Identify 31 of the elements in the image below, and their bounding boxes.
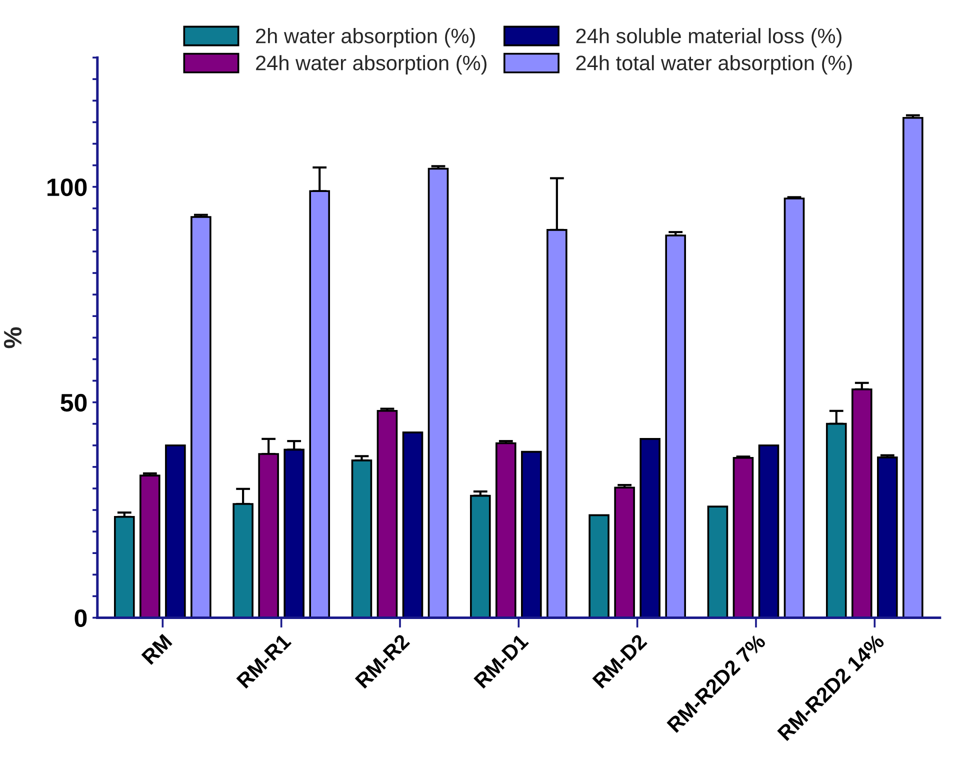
y-axis-title: %	[4, 327, 22, 348]
y-tick-label: 100	[48, 178, 87, 196]
bar	[165, 444, 186, 618]
legend-label: 24h total water absorption (%)	[576, 55, 852, 75]
bar	[140, 474, 160, 618]
bar	[351, 460, 372, 618]
legend-label: 2h water absorption (%)	[256, 28, 475, 48]
bar	[851, 388, 872, 618]
bar	[190, 216, 212, 618]
bar	[784, 198, 805, 618]
bar	[114, 516, 135, 618]
bar	[732, 456, 754, 618]
bar	[588, 514, 610, 618]
y-tick-label: 0	[74, 609, 87, 628]
bar	[877, 456, 898, 618]
bar	[614, 486, 635, 618]
legend-label: 24h water absorption (%)	[256, 55, 486, 75]
bar	[902, 116, 924, 618]
bar	[376, 410, 398, 618]
bar	[470, 494, 491, 618]
bar	[496, 442, 516, 618]
legend-label: 24h soluble material loss (%)	[576, 28, 842, 48]
bar	[402, 432, 424, 618]
bar	[640, 438, 660, 618]
bar	[707, 506, 728, 618]
bar	[521, 450, 542, 618]
bar	[665, 234, 686, 618]
x-tick-label: RM	[141, 634, 172, 665]
bar	[428, 168, 449, 618]
bar	[758, 444, 780, 618]
y-tick-label: 50	[60, 394, 87, 412]
